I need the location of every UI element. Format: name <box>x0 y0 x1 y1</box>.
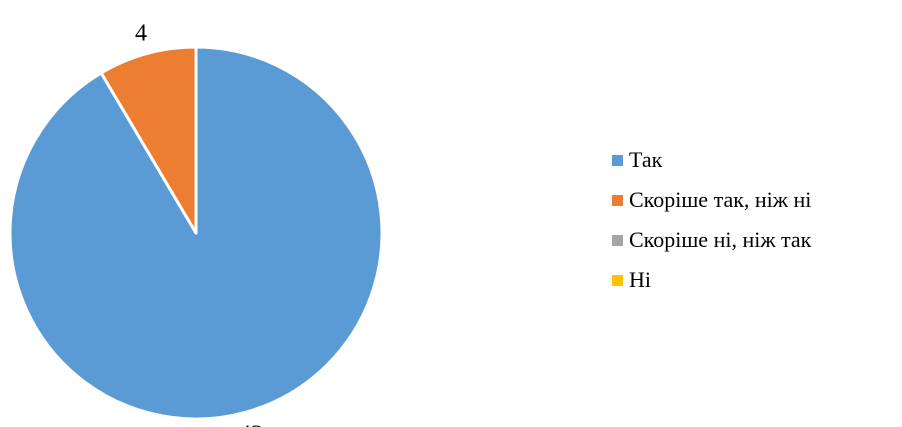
legend-swatch-tak <box>612 154 623 166</box>
legend-label-ni: Ні <box>629 267 651 292</box>
legend-item-tak: Так <box>612 140 811 180</box>
legend-item-skorishe-tak: Скоріше так, ніж ні <box>612 180 811 220</box>
legend-swatch-skorishe-ni <box>612 234 623 246</box>
legend: Так Скоріше так, ніж ні Скоріше ні, ніж … <box>612 140 811 300</box>
data-label-tak: 43 <box>239 422 263 427</box>
legend-swatch-ni <box>612 274 623 286</box>
legend-label-tak: Так <box>629 147 663 172</box>
legend-label-skorishe-ni: Скоріше ні, ніж так <box>629 227 812 252</box>
legend-item-ni: Ні <box>612 260 811 300</box>
data-label-skorishe-tak: 4 <box>135 20 147 46</box>
data-labels: 43 4 <box>135 20 263 427</box>
legend-item-skorishe-ni: Скоріше ні, ніж так <box>612 220 811 260</box>
legend-swatch-skorishe-tak <box>612 194 623 206</box>
legend-label-skorishe-tak: Скоріше так, ніж ні <box>629 187 812 212</box>
pie-chart: 43 4 <box>8 20 384 427</box>
pie-slice-skorishe-tak <box>99 45 198 235</box>
pie-slices <box>8 45 384 421</box>
